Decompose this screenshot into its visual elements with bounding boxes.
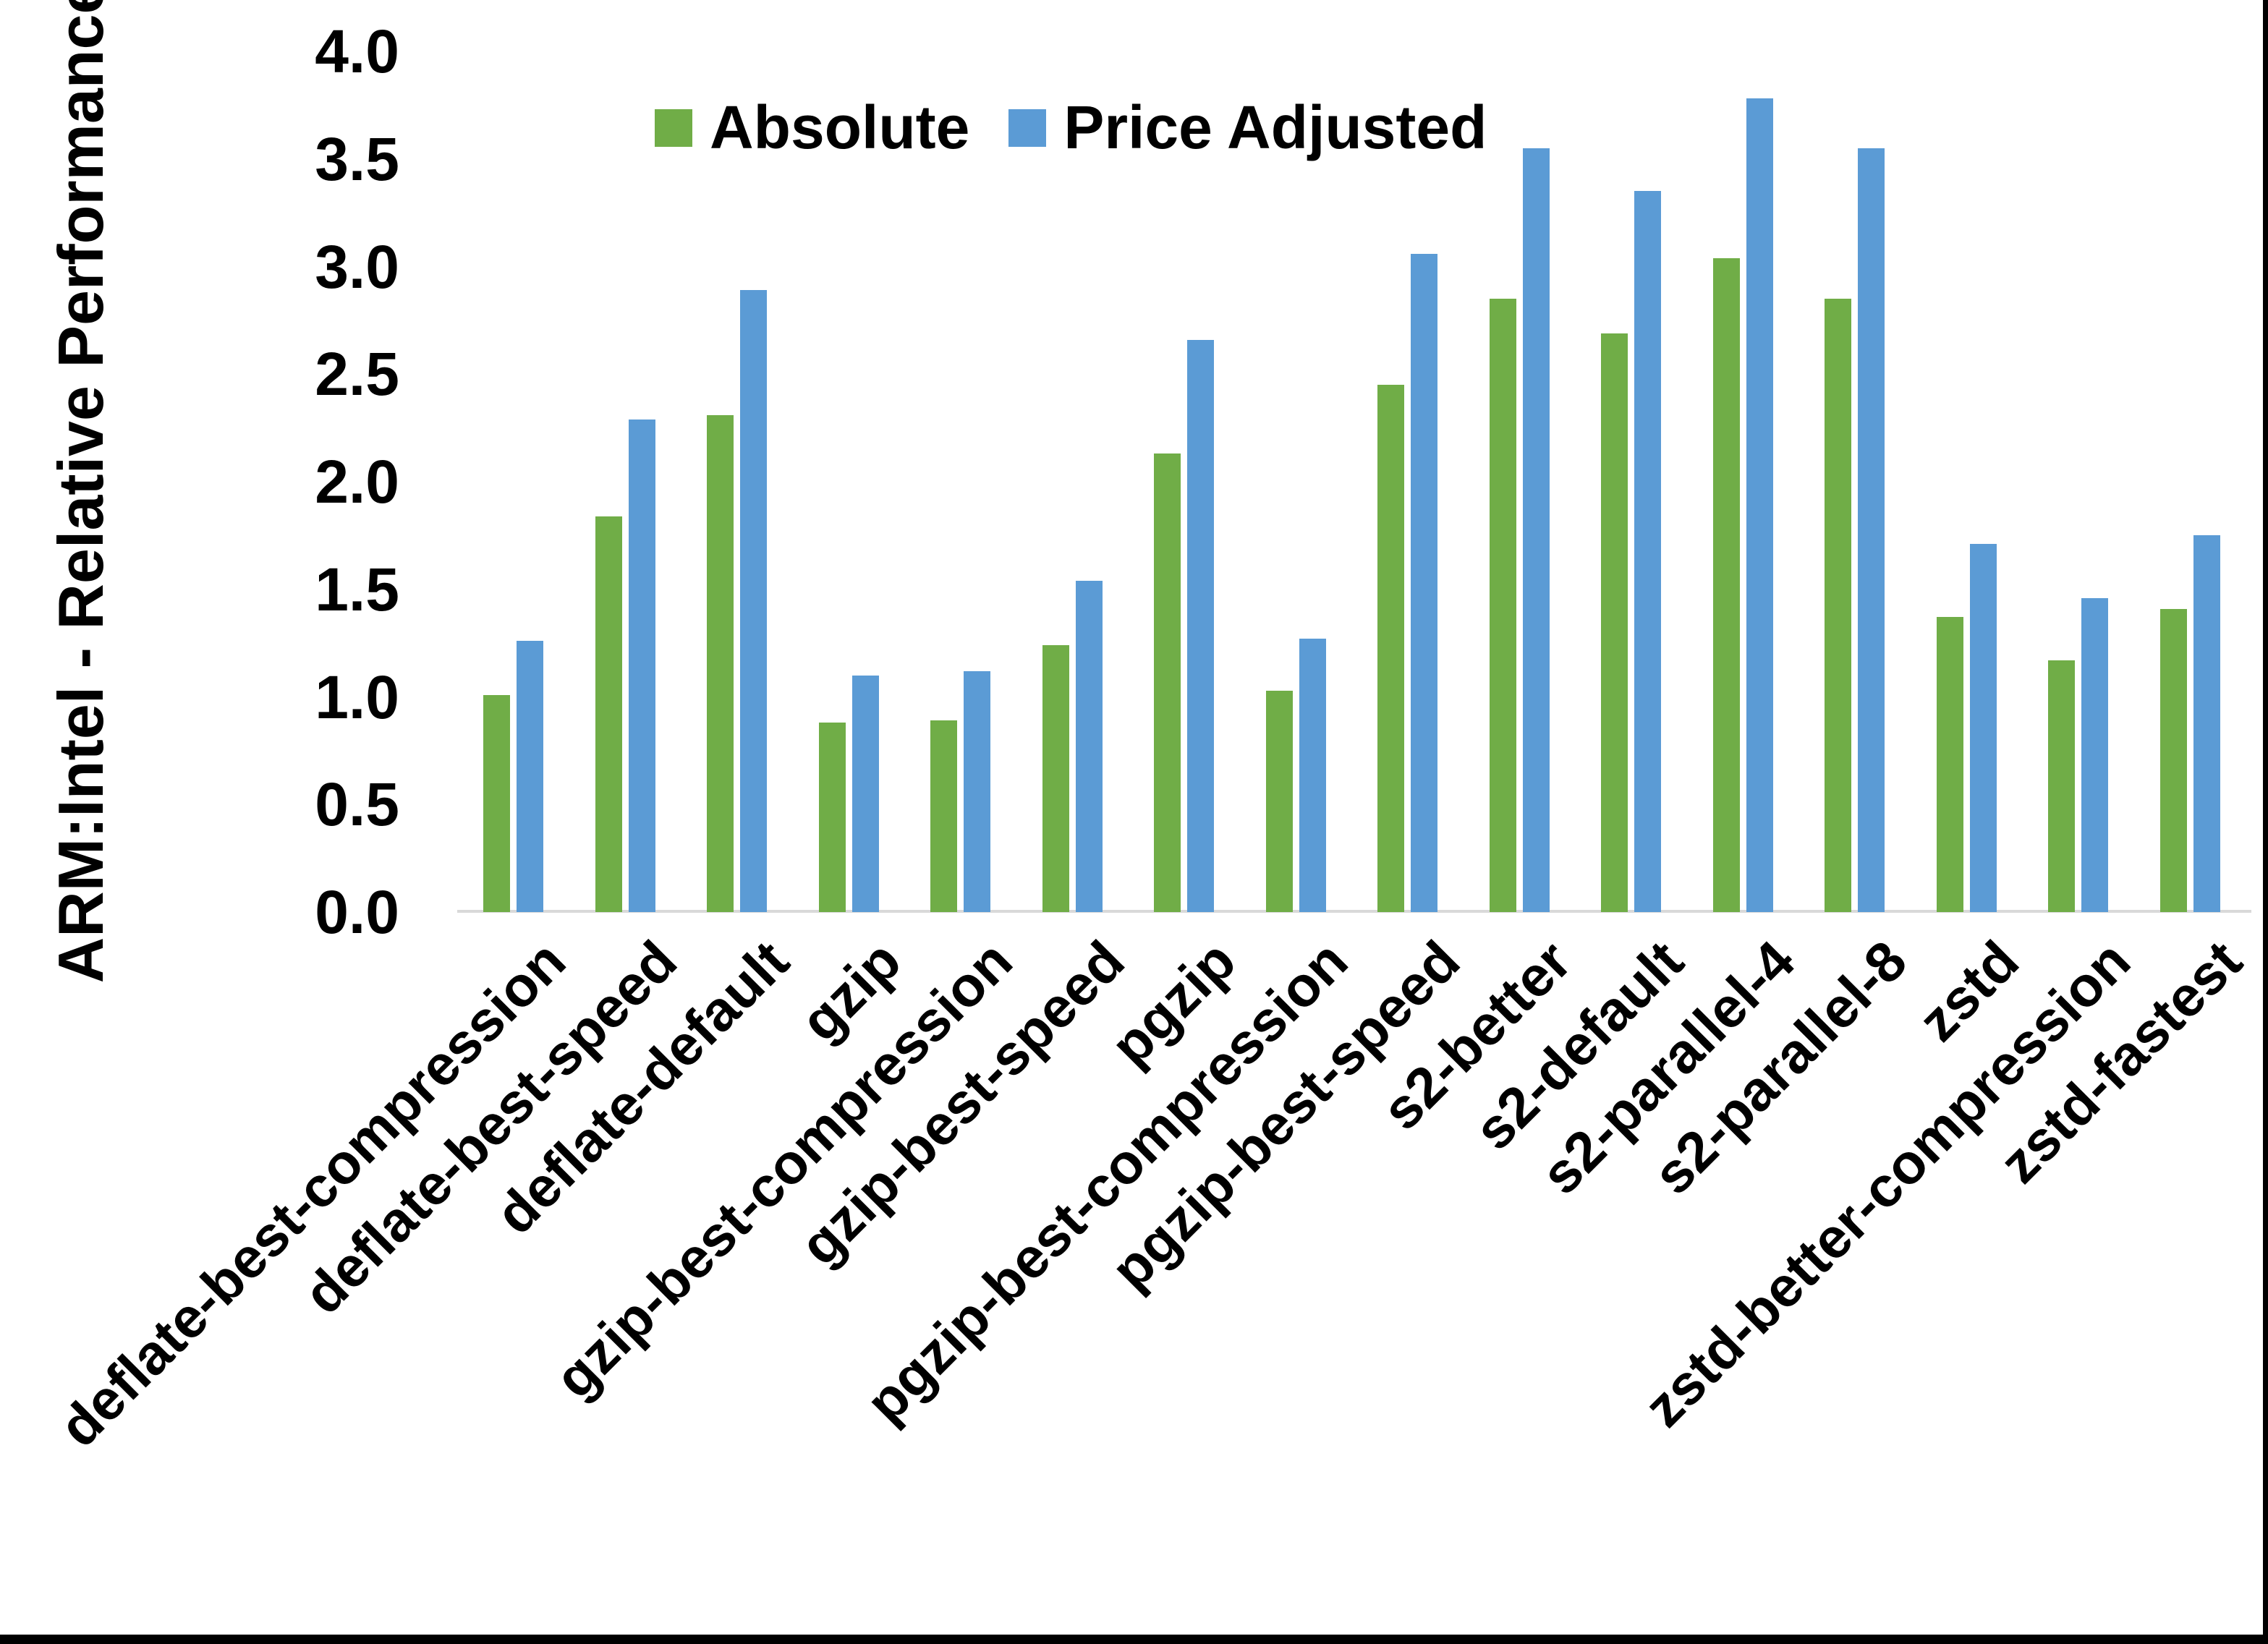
y-axis-tick-label-3.5: 3.5 [315, 124, 399, 193]
y-axis-tick-label-1.5: 1.5 [315, 555, 399, 623]
bar-absolute-deflate-best-compression [483, 695, 510, 912]
bar-absolute-pgzip [1154, 453, 1181, 912]
bar-absolute-zstd-better-compression [2048, 660, 2075, 912]
bar-price-adjusted-pgzip-best-speed [1411, 254, 1437, 912]
y-axis-tick-label-4.0: 4.0 [315, 17, 399, 85]
legend-item-absolute: Absolute [655, 93, 969, 163]
bar-absolute-pgzip-best-speed [1377, 385, 1404, 912]
bar-absolute-deflate-best-speed [595, 516, 622, 912]
legend-swatch-absolute [655, 108, 692, 147]
screenshot-bottom-border [0, 1635, 2268, 1644]
bar-absolute-deflate-default [707, 415, 734, 912]
bar-price-adjusted-gzip-best-speed [1075, 581, 1103, 912]
x-axis-baseline [457, 910, 2251, 913]
bar-absolute-s2-parallel-8 [1825, 299, 1851, 912]
bar-absolute-gzip [818, 723, 846, 912]
bar-price-adjusted-s2-better [1522, 148, 1550, 912]
bar-absolute-gzip-best-compression [930, 720, 957, 912]
legend-item-price-adjusted: Price Adjusted [1008, 93, 1487, 163]
y-axis-title: ARM:Intel - Relative Performance [45, 0, 116, 984]
legend-label-absolute: Absolute [710, 93, 970, 161]
y-axis-tick-label-0.0: 0.0 [315, 878, 399, 946]
bar-absolute-s2-better [1489, 299, 1516, 912]
legend-label-price-adjusted: Price Adjusted [1063, 93, 1487, 161]
legend: Absolute Price Adjusted [655, 93, 1526, 163]
bar-price-adjusted-deflate-best-compression [517, 641, 543, 912]
bar-price-adjusted-s2-parallel-4 [1746, 98, 1773, 912]
bar-price-adjusted-gzip [851, 676, 879, 912]
y-axis-tick-label-1.0: 1.0 [315, 663, 399, 731]
y-axis-tick-label-2.0: 2.0 [315, 448, 399, 516]
bar-price-adjusted-s2-default [1634, 191, 1661, 912]
bar-price-adjusted-deflate-default [740, 290, 767, 912]
bar-price-adjusted-pgzip-best-compression [1299, 639, 1326, 912]
legend-swatch-price-adjusted [1008, 108, 1047, 147]
bar-price-adjusted-gzip-best-compression [964, 671, 990, 912]
bar-absolute-s2-default [1601, 333, 1628, 912]
bar-price-adjusted-pgzip [1187, 340, 1214, 912]
bar-price-adjusted-deflate-best-speed [628, 419, 655, 912]
bar-price-adjusted-zstd-better-compression [2081, 598, 2108, 912]
bar-absolute-gzip-best-speed [1042, 645, 1069, 912]
bar-absolute-zstd [1936, 617, 1963, 912]
bar-absolute-s2-parallel-4 [1712, 258, 1740, 912]
y-axis-tick-label-2.5: 2.5 [315, 340, 399, 409]
bar-price-adjusted-zstd-fastest [2193, 535, 2220, 912]
screenshot-right-border [2263, 0, 2268, 1644]
y-axis-tick-label-3.0: 3.0 [315, 232, 399, 301]
bar-absolute-zstd-fastest [2159, 609, 2187, 912]
bar-price-adjusted-s2-parallel-8 [1858, 148, 1885, 912]
y-axis-tick-label-0.5: 0.5 [315, 770, 399, 839]
bar-price-adjusted-zstd [1969, 544, 1997, 912]
bar-absolute-pgzip-best-compression [1265, 691, 1293, 912]
